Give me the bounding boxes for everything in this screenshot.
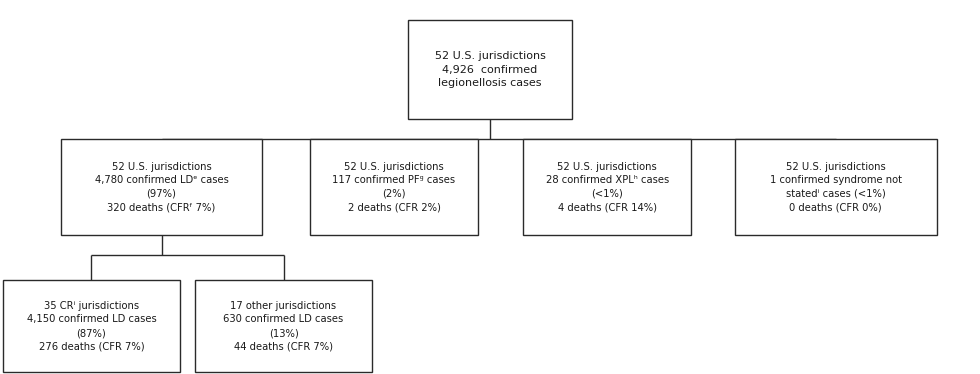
Text: 52 U.S. jurisdictions
1 confirmed syndrome not
statedⁱ cases (<1%)
0 deaths (CFR: 52 U.S. jurisdictions 1 confirmed syndro… xyxy=(769,162,902,212)
Text: 52 U.S. jurisdictions
28 confirmed XPLʰ cases
(<1%)
4 deaths (CFR 14%): 52 U.S. jurisdictions 28 confirmed XPLʰ … xyxy=(546,162,668,212)
Text: 52 U.S. jurisdictions
4,926  confirmed
legionellosis cases: 52 U.S. jurisdictions 4,926 confirmed le… xyxy=(434,51,546,88)
FancyBboxPatch shape xyxy=(3,280,180,372)
Text: 35 CRⁱ jurisdictions
4,150 confirmed LD cases
(87%)
276 deaths (CFR 7%): 35 CRⁱ jurisdictions 4,150 confirmed LD … xyxy=(26,301,156,352)
Text: 52 U.S. jurisdictions
4,780 confirmed LDᵉ cases
(97%)
320 deaths (CFRᶠ 7%): 52 U.S. jurisdictions 4,780 confirmed LD… xyxy=(95,162,228,212)
FancyBboxPatch shape xyxy=(523,140,691,234)
Text: 52 U.S. jurisdictions
117 confirmed PFᵍ cases
(2%)
2 deaths (CFR 2%): 52 U.S. jurisdictions 117 confirmed PFᵍ … xyxy=(332,162,456,212)
FancyBboxPatch shape xyxy=(61,140,263,234)
Text: 17 other jurisdictions
630 confirmed LD cases
(13%)
44 deaths (CFR 7%): 17 other jurisdictions 630 confirmed LD … xyxy=(223,301,344,352)
FancyBboxPatch shape xyxy=(409,20,571,119)
FancyBboxPatch shape xyxy=(310,140,478,234)
FancyBboxPatch shape xyxy=(195,280,372,372)
FancyBboxPatch shape xyxy=(735,140,937,234)
